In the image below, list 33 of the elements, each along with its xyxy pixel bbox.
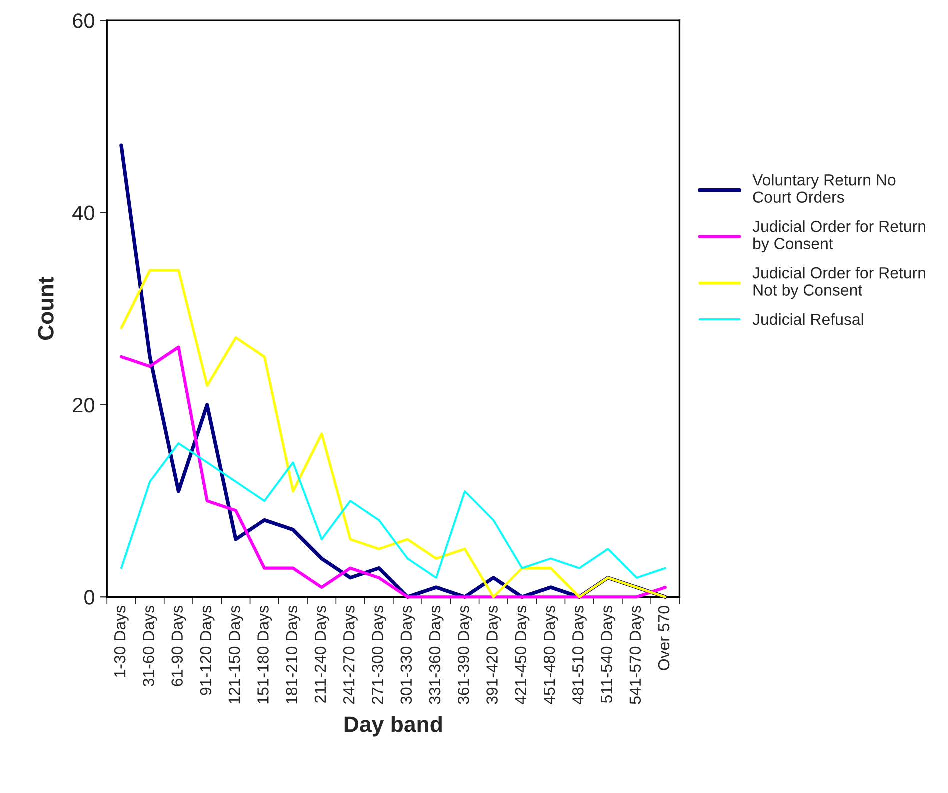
x-tick-label: 361-390 Days (458, 606, 472, 704)
x-tick-label: 301-330 Days (400, 606, 416, 704)
x-tick-label: 91-120 Days (200, 606, 215, 696)
y-tick-label: 60 (73, 14, 95, 28)
x-tick-label: 181-210 Days (286, 606, 301, 704)
x-tick-label: 211-240 Days (314, 606, 330, 703)
x-tick-label: 481-510 Days (572, 606, 587, 705)
legend-label: Voluntary Return No Court Orders (752, 174, 896, 204)
x-tick-label: 271-300 Days (372, 606, 387, 704)
x-tick-label: 151-180 Days (258, 606, 272, 704)
x-tick-label: 31-60 Days (143, 606, 158, 687)
x-tick-label: 421-450 Days (515, 606, 530, 705)
y-tick-label: 20 (73, 398, 95, 413)
x-tick-label: 241-270 Days (343, 606, 358, 704)
y-axis-title: Count (38, 277, 54, 340)
legend-label: Judicial Refusal (752, 313, 864, 326)
x-tick-label: 121-150 Days (228, 606, 244, 704)
x-tick-label: 541-570 Days (630, 606, 644, 704)
x-axis-title: Day band (344, 716, 442, 737)
y-tick-label: 0 (84, 590, 95, 605)
x-tick-label: 391-420 Days (486, 606, 502, 704)
x-tick-label: 1-30 Days (114, 606, 129, 678)
line-series (120, 346, 667, 599)
x-tick-label: 331-360 Days (429, 606, 444, 704)
x-tick-label: 61-90 Days (172, 606, 186, 686)
x-tick-label: Over 570 (658, 606, 670, 670)
line-series (120, 442, 666, 579)
x-tick-label: 451-480 Days (544, 606, 558, 705)
line-series (120, 269, 667, 598)
x-tick-label: 511-540 Days (601, 606, 616, 704)
legend-label: Judicial Order for Return by Consent (752, 220, 926, 253)
legend-label: Judicial Order for Return Not by Consent (752, 267, 926, 300)
y-tick-label: 40 (72, 206, 95, 221)
